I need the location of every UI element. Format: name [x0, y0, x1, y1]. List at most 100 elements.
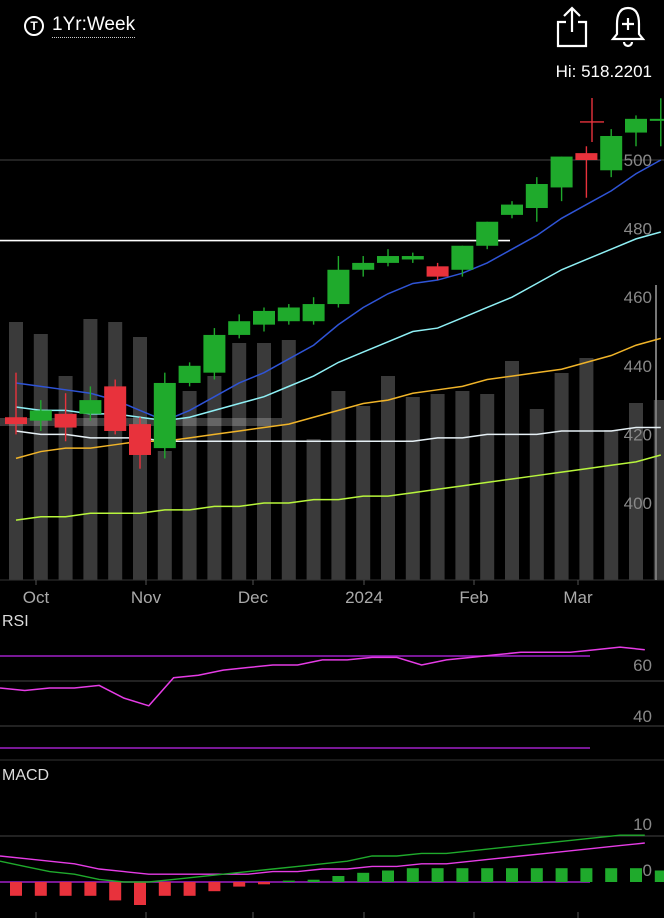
- period-label[interactable]: 1Yr:Week: [52, 14, 136, 38]
- macd-histogram-bar: [233, 882, 246, 887]
- candle-body: [451, 245, 474, 270]
- timeframe-icon: T: [24, 16, 44, 36]
- macd-histogram-bar: [158, 882, 171, 896]
- bell-plus-icon[interactable]: [608, 4, 648, 48]
- macd-histogram-bar: [431, 868, 444, 882]
- volume-bar: [33, 334, 48, 580]
- y-tick-label: 440: [624, 357, 652, 376]
- y-tick-label: 0: [643, 861, 652, 880]
- macd-histogram-bar: [109, 882, 122, 901]
- volume-bar: [108, 322, 123, 580]
- x-tick-label: 2024: [345, 588, 383, 607]
- macd-histogram-bar: [34, 882, 47, 896]
- volume-bar: [306, 439, 321, 580]
- period-selector[interactable]: T 1Yr:Week: [24, 14, 136, 38]
- candle-body: [5, 417, 27, 425]
- volume-bar: [653, 400, 664, 580]
- y-tick-label: 10: [633, 815, 652, 834]
- volume-bar: [331, 391, 346, 580]
- candle-body: [178, 365, 201, 383]
- volume-bar: [529, 409, 544, 580]
- macd-line: [0, 842, 645, 875]
- volume-bar: [232, 343, 247, 580]
- chart-header: T 1Yr:Week Hi: 518.2201: [0, 0, 664, 90]
- macd-histogram-bar: [605, 868, 618, 882]
- macd-histogram-bar: [406, 868, 419, 882]
- moving-average-line: [15, 337, 661, 460]
- macd-histogram-bar: [481, 868, 494, 882]
- macd-histogram-bar: [506, 868, 518, 882]
- candle-body: [203, 334, 226, 373]
- candle-body: [600, 135, 623, 171]
- candle-body: [649, 118, 664, 121]
- candle-body: [525, 184, 548, 209]
- y-tick-label: 60: [633, 656, 652, 675]
- macd-histogram-bar: [183, 882, 196, 896]
- volume-bar: [257, 343, 271, 580]
- candle-body: [79, 400, 102, 414]
- volume-bar: [356, 406, 371, 580]
- volume-bar: [480, 394, 495, 580]
- share-icon[interactable]: [554, 6, 590, 48]
- candle-body: [501, 204, 523, 215]
- volume-bar: [629, 403, 643, 580]
- rsi-panel: RSI 40 60: [0, 613, 664, 761]
- candle-body: [625, 118, 647, 133]
- volume-bar: [381, 376, 395, 580]
- candle-body: [277, 307, 300, 322]
- volume-bar: [157, 451, 172, 580]
- candle-body: [54, 413, 77, 428]
- macd-histogram-bar: [208, 882, 221, 892]
- candle-body: [129, 424, 151, 455]
- candle-body: [476, 221, 499, 246]
- price-panel: 400 420 440 460 480 500 Oct Nov Dec 2024 Feb Mar: [0, 98, 664, 607]
- candle-body: [302, 304, 325, 322]
- candle-body: [550, 156, 573, 188]
- macd-histogram-bar: [654, 870, 664, 882]
- candle-body: [153, 382, 176, 449]
- candle-body: [228, 321, 251, 335]
- macd-histogram-bar: [258, 882, 270, 885]
- moving-average-line: [15, 454, 661, 521]
- volume-bar: [505, 361, 519, 580]
- high-price-label: Hi: 518.2201: [555, 62, 652, 81]
- x-tick-label: Oct: [23, 588, 50, 607]
- y-tick-label: 480: [624, 220, 652, 239]
- x-tick-label: Feb: [459, 588, 488, 607]
- candle-body: [352, 262, 375, 270]
- macd-histogram-bar: [282, 880, 295, 882]
- volume-bar: [604, 430, 619, 580]
- macd-histogram-bar: [456, 868, 469, 882]
- volume-bar: [554, 373, 569, 580]
- macd-histogram-bar: [307, 879, 320, 882]
- moving-average-line: [15, 426, 661, 443]
- macd-histogram-bar: [10, 882, 22, 896]
- macd-histogram-bar: [59, 882, 72, 896]
- macd-histogram-bar: [84, 882, 97, 896]
- y-tick-label: 400: [624, 494, 652, 513]
- candle-body: [426, 266, 449, 277]
- macd-panel: MACD 0 10: [0, 767, 664, 918]
- y-tick-label: 500: [624, 151, 652, 170]
- candle-body: [253, 310, 275, 325]
- macd-line: [0, 834, 645, 883]
- macd-histogram-bar: [382, 870, 394, 882]
- volume-bar: [83, 319, 98, 580]
- volume-bar: [430, 394, 445, 580]
- x-tick-label: Dec: [238, 588, 269, 607]
- candle-body: [104, 386, 127, 431]
- x-tick-label: Mar: [563, 588, 593, 607]
- y-tick-label: 40: [633, 707, 652, 726]
- volume-bar: [405, 397, 420, 580]
- macd-histogram-bar: [630, 868, 642, 882]
- x-tick-label: Nov: [131, 588, 162, 607]
- y-tick-label: 460: [624, 288, 652, 307]
- volume-bar: [281, 340, 296, 580]
- y-tick-label: 420: [624, 425, 652, 444]
- candle-body: [29, 410, 52, 421]
- highlight-band: [0, 418, 282, 426]
- macd-histogram-bar: [134, 882, 146, 905]
- macd-histogram-bar: [580, 868, 593, 882]
- candle-body: [575, 153, 598, 160]
